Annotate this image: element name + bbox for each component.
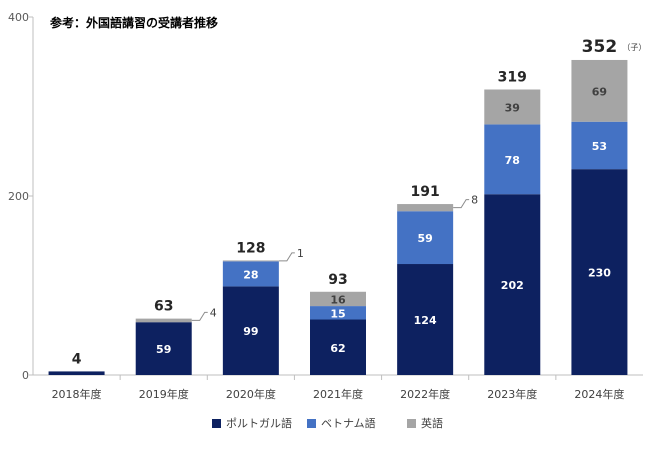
legend-label-3: 英語 bbox=[421, 416, 443, 430]
bar-3-2024年度 bbox=[571, 59, 628, 122]
value-label-1-2019年度: 59 bbox=[156, 343, 171, 356]
value-label-1-2020年度: 99 bbox=[243, 325, 258, 338]
bar-1-2020年度 bbox=[222, 286, 279, 375]
chart-title: 参考：外国語講習の受講者推移 bbox=[50, 16, 219, 30]
value-label-1-2022年度: 124 bbox=[414, 314, 437, 327]
y-tick-label-200: 200 bbox=[8, 190, 29, 203]
legend-swatch-2 bbox=[307, 419, 316, 428]
value-label-1-2021年度: 62 bbox=[330, 342, 345, 355]
value-label-2-2023年度: 78 bbox=[505, 154, 520, 167]
value-label-3-2019年度: 4 bbox=[210, 306, 217, 319]
legend-label-1: ポルトガル語 bbox=[226, 416, 292, 430]
bar-1-2022年度 bbox=[397, 264, 454, 375]
x-tick-label-2023年度: 2023年度 bbox=[487, 387, 537, 401]
x-tick-label-2020年度: 2020年度 bbox=[226, 387, 276, 401]
bar-1-2019年度 bbox=[135, 322, 192, 375]
bar-3-2022年度 bbox=[397, 204, 454, 212]
total-label-2019年度: 63 bbox=[154, 299, 173, 315]
bar-1-2024年度 bbox=[571, 169, 628, 375]
bar-1-2023年度 bbox=[484, 194, 541, 375]
y-tick-label-400: 400 bbox=[8, 11, 29, 24]
bar-2-2021年度 bbox=[310, 306, 366, 320]
x-tick-label-2019年度: 2019年度 bbox=[139, 387, 189, 401]
bar-1-2021年度 bbox=[310, 319, 366, 375]
unit-label: （子） bbox=[622, 43, 646, 52]
y-tick-label-0: 0 bbox=[22, 369, 29, 382]
x-tick-label-2022年度: 2022年度 bbox=[400, 387, 450, 401]
x-tick-label-2024年度: 2024年度 bbox=[574, 387, 624, 401]
total-label-2023年度: 319 bbox=[498, 69, 527, 85]
value-label-2-2021年度: 15 bbox=[330, 307, 345, 320]
bar-3-2019年度 bbox=[135, 318, 192, 323]
bar-1-2018年度 bbox=[48, 371, 105, 375]
bar-2-2020年度 bbox=[222, 261, 279, 287]
x-tick-label-2018年度: 2018年度 bbox=[52, 387, 102, 401]
total-label-2024年度: 352 bbox=[582, 37, 618, 57]
bar-2-2023年度 bbox=[484, 124, 541, 195]
bar-3-2023年度 bbox=[484, 89, 541, 125]
legend-label-2: ベトナム語 bbox=[321, 416, 376, 430]
value-label-2-2024年度: 53 bbox=[592, 140, 607, 153]
value-label-3-2020年度: 1 bbox=[297, 247, 304, 260]
value-label-3-2022年度: 8 bbox=[471, 194, 478, 207]
value-label-3-2021年度: 16 bbox=[330, 293, 346, 306]
value-label-1-2023年度: 202 bbox=[501, 279, 524, 292]
bar-2-2024年度 bbox=[571, 121, 628, 170]
x-tick-label-2021年度: 2021年度 bbox=[313, 387, 363, 401]
total-label-2020年度: 128 bbox=[236, 240, 265, 256]
value-label-3-2023年度: 39 bbox=[505, 101, 520, 114]
total-label-2018年度: 4 bbox=[72, 351, 82, 367]
value-label-2-2020年度: 28 bbox=[243, 268, 258, 281]
callout-line-2022年度 bbox=[453, 199, 470, 209]
legend-swatch-3 bbox=[407, 419, 416, 428]
total-label-2021年度: 93 bbox=[328, 272, 347, 288]
legend-swatch-1 bbox=[212, 419, 221, 428]
total-label-2022年度: 191 bbox=[411, 184, 440, 200]
callout-line-2019年度 bbox=[191, 311, 208, 321]
bar-2-2022年度 bbox=[397, 211, 454, 265]
value-label-3-2024年度: 69 bbox=[592, 85, 607, 98]
bar-3-2021年度 bbox=[310, 291, 366, 307]
callout-line-2020年度 bbox=[278, 252, 295, 262]
bar-3-2020年度 bbox=[222, 260, 279, 262]
value-label-2-2022年度: 59 bbox=[417, 232, 432, 245]
value-label-1-2024年度: 230 bbox=[588, 267, 611, 280]
